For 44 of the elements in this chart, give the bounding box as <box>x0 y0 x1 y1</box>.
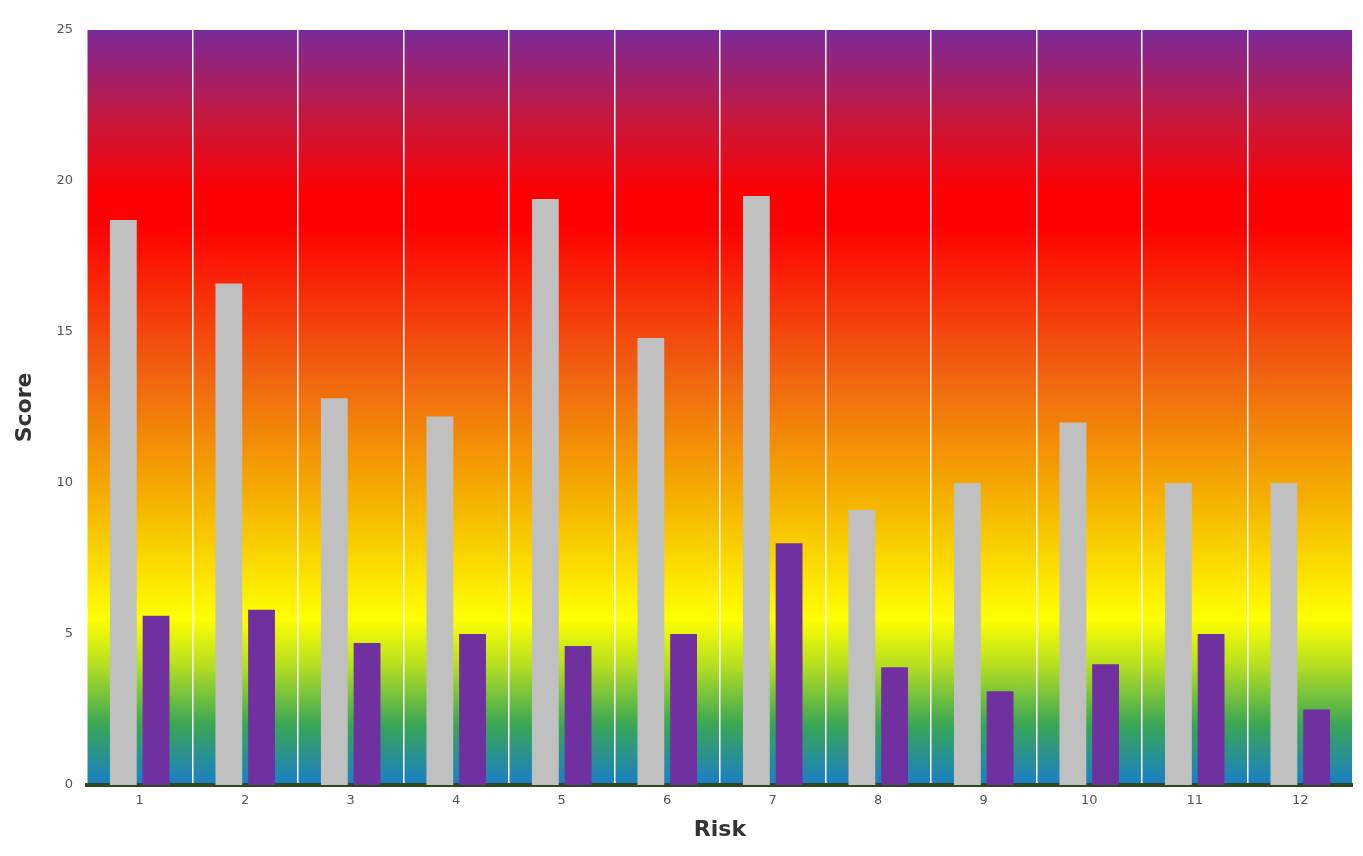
y-tick-label: 25 <box>56 21 73 37</box>
bar <box>953 482 981 785</box>
x-tick-label: 9 <box>979 792 988 808</box>
x-tick-label: 10 <box>1080 792 1098 808</box>
bar <box>564 646 592 785</box>
bar <box>1303 709 1331 785</box>
bar <box>248 609 275 785</box>
x-tick-label: 4 <box>452 792 461 808</box>
x-tick-label: 8 <box>874 792 883 808</box>
bar <box>1092 664 1119 785</box>
bar <box>1270 482 1298 785</box>
bar <box>426 416 454 785</box>
bar <box>1197 633 1225 785</box>
y-tick-label: 10 <box>56 474 73 490</box>
x-tick-label: 5 <box>557 792 566 808</box>
bar <box>1059 422 1087 785</box>
bar <box>320 398 348 785</box>
y-axis-title: Score <box>10 372 36 443</box>
x-axis-title: Risk <box>693 815 748 841</box>
bar <box>670 633 697 785</box>
x-tick-label: 11 <box>1186 792 1204 808</box>
x-tick-label: 7 <box>768 792 777 808</box>
bar <box>459 633 486 785</box>
bar <box>742 195 770 785</box>
y-tick-label: 0 <box>64 776 73 792</box>
x-tick-label: 12 <box>1291 792 1309 808</box>
bar <box>1164 482 1192 785</box>
y-tick-label: 15 <box>56 323 73 339</box>
x-tick-label: 6 <box>663 792 672 808</box>
bar <box>986 691 1014 785</box>
bar <box>775 543 803 785</box>
y-tick-label: 20 <box>56 172 73 188</box>
bar <box>531 198 559 785</box>
bar <box>353 643 381 785</box>
bar <box>881 667 908 785</box>
bar <box>848 510 876 785</box>
bar <box>109 220 137 785</box>
bar <box>215 283 243 785</box>
x-tick-label: 3 <box>346 792 355 808</box>
y-tick-label: 5 <box>64 625 73 641</box>
x-tick-label: 2 <box>241 792 250 808</box>
x-tick-label: 1 <box>135 792 144 808</box>
bar <box>142 615 170 785</box>
bar <box>637 337 665 785</box>
